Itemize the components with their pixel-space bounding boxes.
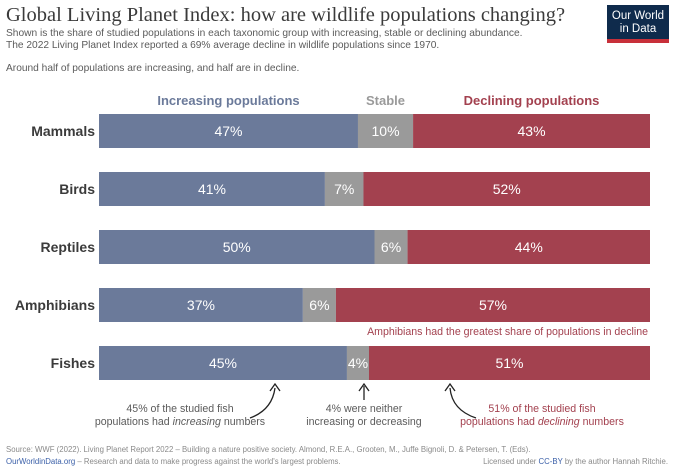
- category-label-mammals: Mammals: [31, 123, 95, 139]
- bar-mammals-declining-populations: [413, 114, 650, 148]
- category-label-reptiles: Reptiles: [41, 239, 96, 255]
- series-label-increasing-populations: Increasing populations: [157, 93, 299, 108]
- license-link[interactable]: CC-BY: [538, 457, 563, 466]
- footer: OurWorldinData.org – Research and data t…: [6, 457, 668, 466]
- source-note: Source: WWF (2022). Living Planet Report…: [6, 445, 531, 454]
- logo-accent-bar: [607, 39, 669, 43]
- chart-subtitle: Shown is the share of studied population…: [6, 28, 596, 51]
- bar-birds-declining-populations: [363, 172, 650, 206]
- logo-line-2: in Data: [619, 23, 657, 35]
- annotation-fish-stable: 4% were neither increasing or decreasing: [306, 403, 422, 428]
- bar-reptiles-increasing-populations: [99, 230, 375, 264]
- subtitle-line-1: Shown is the share of studied population…: [6, 28, 523, 39]
- license-suffix: by the author Hannah Ritchie.: [562, 457, 668, 466]
- value-label-mammals-increasing-populations: 47%: [214, 123, 242, 139]
- value-label-birds-stable: 7%: [334, 181, 354, 197]
- bar-birds-stable: [324, 172, 364, 206]
- value-label-mammals-stable: 10%: [372, 123, 400, 139]
- value-label-fishes-stable: 4%: [348, 355, 368, 371]
- bar-fishes-declining-populations: [368, 346, 650, 380]
- bar-fishes-increasing-populations: [99, 346, 347, 380]
- stacked-bar-chart: Increasing populations Stable Declining po…: [15, 93, 650, 428]
- bar-amphibians-increasing-populations: [99, 288, 303, 322]
- value-label-amphibians-stable: 6%: [309, 297, 329, 313]
- value-label-birds-declining-populations: 52%: [493, 181, 521, 197]
- value-label-amphibians-declining-populations: 57%: [479, 297, 507, 313]
- arrow-fish-declining: [449, 387, 477, 419]
- value-label-mammals-declining-populations: 43%: [518, 123, 546, 139]
- license-note: Licensed under CC-BY by the author Hanna…: [483, 457, 668, 466]
- arrowhead-fish-increasing: [269, 382, 281, 392]
- bar-mammals-increasing-populations: [99, 114, 358, 148]
- value-label-reptiles-stable: 6%: [381, 239, 401, 255]
- category-label-birds: Birds: [59, 181, 95, 197]
- value-label-reptiles-declining-populations: 44%: [515, 239, 543, 255]
- bar-birds-increasing-populations: [99, 172, 325, 206]
- value-label-reptiles-increasing-populations: 50%: [223, 239, 251, 255]
- arrow-fish-increasing: [249, 387, 276, 419]
- logo-line-1: Our World: [611, 10, 665, 22]
- license-prefix: Licensed under: [483, 457, 539, 466]
- bar-reptiles-declining-populations: [407, 230, 650, 264]
- bar-fishes-stable: [346, 346, 369, 380]
- footer-tagline: – Research and data to make progress aga…: [75, 457, 341, 466]
- series-label-stable: Stable: [366, 93, 405, 108]
- bar-amphibians-stable: [302, 288, 336, 322]
- value-label-amphibians-increasing-populations: 37%: [187, 297, 215, 313]
- arrowhead-fish-declining: [444, 382, 456, 392]
- bar-reptiles-stable: [374, 230, 408, 264]
- value-label-birds-increasing-populations: 41%: [198, 181, 226, 197]
- chart-title: Global Living Planet Index: how are wild…: [6, 4, 566, 26]
- subtitle-line-2: The 2022 Living Planet Index reported a …: [6, 39, 440, 51]
- annotation-fish-declining: 51% of the studied fish populations had d…: [460, 403, 624, 428]
- category-label-amphibians: Amphibians: [15, 297, 95, 313]
- category-label-fishes: Fishes: [51, 355, 96, 371]
- chart-note: Around half of populations are increasin…: [6, 63, 300, 74]
- arrowhead-fish-stable: [358, 382, 370, 392]
- owid-logo[interactable]: Our World in Data: [607, 5, 669, 43]
- value-label-fishes-increasing-populations: 45%: [209, 355, 237, 371]
- site-link[interactable]: OurWorldinData.org: [6, 457, 76, 466]
- annotation-amphibians: Amphibians had the greatest share of pop…: [367, 326, 648, 338]
- annotation-fish-increasing: 45% of the studied fish populations had i…: [95, 403, 265, 428]
- bar-amphibians-declining-populations: [335, 288, 650, 322]
- bar-mammals-stable: [357, 114, 414, 148]
- series-label-declining-populations: Declining populations: [464, 93, 600, 108]
- value-label-fishes-declining-populations: 51%: [495, 355, 523, 371]
